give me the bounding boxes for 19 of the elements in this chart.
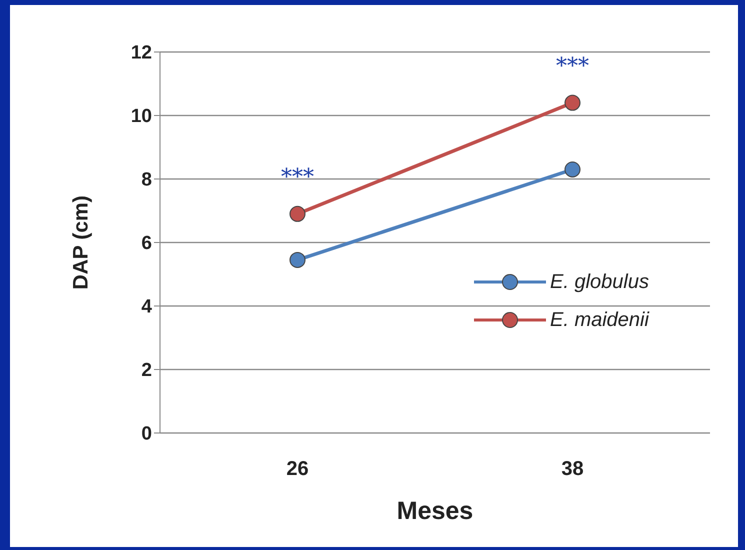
point bbox=[564, 161, 580, 178]
y-tick-label: 12 bbox=[130, 42, 152, 64]
y-tick-label: 10 bbox=[130, 106, 152, 128]
y-axis-title: DAP (cm) bbox=[69, 195, 92, 290]
y-tick-label: 4 bbox=[141, 296, 152, 318]
y-tick-label: 2 bbox=[141, 360, 152, 382]
annotation: *** bbox=[556, 54, 589, 79]
y-tick-label: 6 bbox=[141, 233, 152, 254]
point bbox=[290, 206, 306, 222]
annotation: *** bbox=[281, 164, 314, 190]
x-tick-label: 38 bbox=[561, 458, 584, 480]
point bbox=[290, 252, 306, 268]
point bbox=[564, 94, 580, 111]
x-axis-title: Meses bbox=[396, 497, 474, 525]
legend-label: E. globulus bbox=[550, 270, 649, 294]
x-tick-label: 26 bbox=[286, 458, 309, 480]
legend-label: E. maidenii bbox=[550, 308, 649, 332]
y-tick-label: 0 bbox=[141, 424, 152, 445]
y-tick-label: 8 bbox=[141, 170, 152, 191]
